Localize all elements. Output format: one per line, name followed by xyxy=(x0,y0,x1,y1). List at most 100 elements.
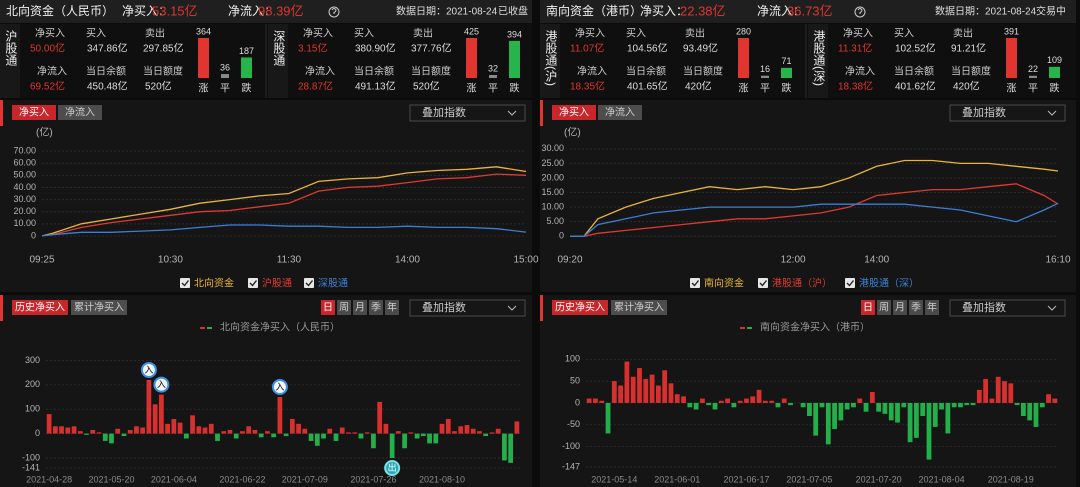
tab[interactable] xyxy=(12,300,68,315)
series-line xyxy=(570,159,1059,237)
bar xyxy=(402,433,407,449)
tab-label[interactable]: 历史净买入 xyxy=(15,301,65,314)
x-tick-label: 09:25 xyxy=(29,255,54,266)
overlay-dropdown[interactable] xyxy=(949,104,1066,122)
bar xyxy=(283,433,289,437)
flow-marker-label[interactable]: 入 xyxy=(144,365,153,375)
period-label[interactable]: 月 xyxy=(355,302,365,314)
period-label[interactable]: 日 xyxy=(863,303,873,314)
help-icon[interactable] xyxy=(328,6,340,18)
legend-checkbox[interactable] xyxy=(690,278,700,288)
flow-marker[interactable] xyxy=(384,460,401,476)
bar xyxy=(240,431,245,434)
y-tick-label: 10.00 xyxy=(13,218,36,228)
bar xyxy=(109,433,114,444)
tab[interactable] xyxy=(58,105,102,120)
legend-checkbox[interactable] xyxy=(248,278,258,288)
legend-label[interactable]: 港股通（深） xyxy=(859,278,919,290)
bar xyxy=(649,374,655,403)
flow-marker-label[interactable]: 入 xyxy=(157,379,166,389)
bar xyxy=(371,433,376,449)
period-label[interactable]: 日 xyxy=(323,303,333,314)
tab-label[interactable]: 净流入 xyxy=(65,106,95,119)
breadth-count: 109 xyxy=(1047,55,1062,65)
period-button[interactable] xyxy=(925,300,939,315)
bar xyxy=(96,432,102,434)
tab[interactable] xyxy=(552,300,608,315)
series-line xyxy=(41,173,527,237)
help-icon[interactable] xyxy=(854,6,866,18)
bar xyxy=(882,402,888,414)
x-tick-label: 14:00 xyxy=(395,255,420,266)
tab-label[interactable]: 历史净买入 xyxy=(555,301,605,314)
legend-label[interactable]: 南向资金 xyxy=(704,277,744,290)
stat-value: 347.86亿 xyxy=(87,42,128,55)
bar xyxy=(102,433,108,441)
period-button[interactable] xyxy=(353,300,367,315)
period-label[interactable]: 季 xyxy=(911,302,921,314)
legend-label[interactable]: 深股通 xyxy=(318,278,348,290)
period-button[interactable] xyxy=(321,300,335,315)
period-button[interactable] xyxy=(909,300,923,315)
tab[interactable] xyxy=(71,300,127,315)
stat-value: 520亿 xyxy=(413,80,440,93)
period-button[interactable] xyxy=(337,300,351,315)
y-tick-label: -100 xyxy=(22,452,40,462)
flow-marker-label[interactable]: 入 xyxy=(275,382,284,392)
legend-checkbox[interactable] xyxy=(304,278,314,288)
breadth-label: 平 xyxy=(760,84,770,95)
overlay-dropdown[interactable] xyxy=(409,299,526,317)
bar xyxy=(863,402,869,412)
tab[interactable] xyxy=(12,105,56,120)
period-label[interactable]: 季 xyxy=(371,302,381,314)
bar xyxy=(932,402,938,427)
flow-marker[interactable] xyxy=(140,361,157,378)
bar xyxy=(618,385,624,403)
stat-value: 69.52亿 xyxy=(30,80,65,93)
period-label[interactable]: 年 xyxy=(927,301,937,314)
period-label[interactable]: 月 xyxy=(895,302,905,314)
period-label[interactable]: 年 xyxy=(387,301,397,314)
bar xyxy=(813,402,819,436)
x-tick-label: 2021-07-09 xyxy=(282,474,328,484)
legend-checkbox[interactable] xyxy=(180,278,190,288)
breadth-bar xyxy=(466,38,477,78)
flow-marker[interactable] xyxy=(153,376,170,393)
tab[interactable] xyxy=(611,300,667,315)
panel-accent xyxy=(0,295,3,321)
y-tick-label: 0 xyxy=(559,231,564,241)
y-tick-label: 10.00 xyxy=(541,201,564,211)
legend-label[interactable]: 沪股通 xyxy=(262,277,292,290)
tab[interactable] xyxy=(598,105,642,120)
period-label[interactable]: 周 xyxy=(879,302,889,314)
tab-label[interactable]: 净流入 xyxy=(605,106,635,119)
legend-checkbox[interactable] xyxy=(845,278,855,288)
tab-label[interactable]: 累计净买入 xyxy=(74,301,124,314)
flow-marker[interactable] xyxy=(271,379,288,396)
bar xyxy=(1014,402,1020,406)
overlay-dropdown[interactable] xyxy=(949,299,1066,317)
period-label[interactable]: 周 xyxy=(339,302,349,314)
legend-label[interactable]: 北向资金 xyxy=(194,277,234,290)
flow-marker-label[interactable]: 出 xyxy=(388,462,397,473)
legend-label[interactable]: 港股通（沪） xyxy=(772,277,832,290)
period-button[interactable] xyxy=(385,300,399,315)
breadth-bar xyxy=(221,74,229,78)
period-button[interactable] xyxy=(369,300,383,315)
y-tick-label: 0 xyxy=(31,230,36,240)
period-button[interactable] xyxy=(877,300,891,315)
bar xyxy=(414,433,420,439)
overlay-dropdown[interactable] xyxy=(409,104,526,122)
stat-label: 卖出 xyxy=(685,27,705,40)
legend-checkbox[interactable] xyxy=(758,278,768,288)
dropdown-arrow xyxy=(507,305,517,311)
stat-label: 净流入 xyxy=(37,65,67,78)
tab-label[interactable]: 净买入 xyxy=(559,106,589,119)
tab-label[interactable]: 净买入 xyxy=(19,106,49,119)
tab[interactable] xyxy=(552,105,596,120)
bar xyxy=(464,425,470,434)
bar xyxy=(439,423,445,434)
period-button[interactable] xyxy=(893,300,907,315)
tab-label[interactable]: 累计净买入 xyxy=(614,301,664,314)
period-button[interactable] xyxy=(861,300,875,315)
